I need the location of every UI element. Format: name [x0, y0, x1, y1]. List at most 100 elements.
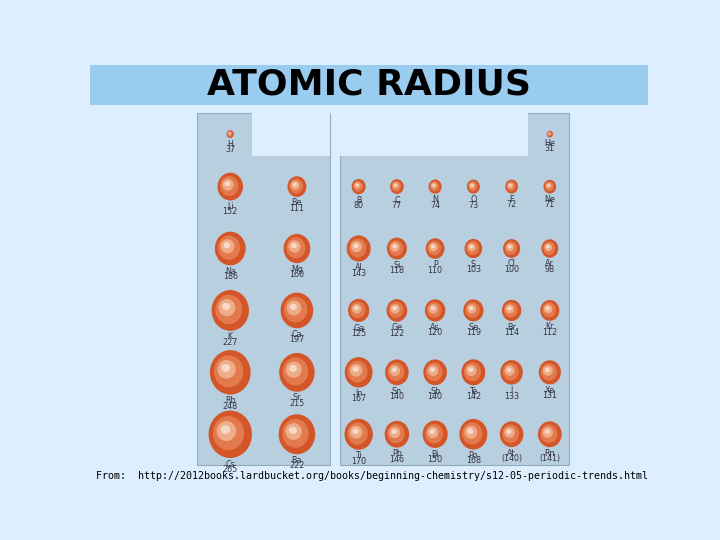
Text: 118: 118: [390, 266, 405, 275]
Ellipse shape: [469, 183, 475, 188]
Text: Ca: Ca: [292, 330, 302, 339]
Ellipse shape: [392, 367, 397, 372]
Ellipse shape: [430, 367, 435, 372]
Ellipse shape: [505, 366, 515, 376]
Ellipse shape: [389, 240, 403, 256]
Ellipse shape: [547, 184, 550, 186]
Ellipse shape: [463, 299, 483, 321]
Text: Al: Al: [355, 263, 363, 272]
Text: Sn: Sn: [392, 387, 402, 396]
Ellipse shape: [356, 184, 359, 186]
Text: 100: 100: [504, 265, 519, 274]
Ellipse shape: [351, 179, 366, 194]
Ellipse shape: [504, 427, 515, 438]
Ellipse shape: [392, 183, 399, 188]
Text: 119: 119: [466, 328, 481, 338]
Ellipse shape: [508, 183, 513, 188]
Ellipse shape: [503, 363, 519, 381]
Ellipse shape: [467, 241, 479, 255]
Ellipse shape: [544, 244, 552, 251]
Ellipse shape: [431, 183, 437, 188]
Ellipse shape: [348, 361, 368, 383]
Text: 142: 142: [466, 392, 481, 401]
Ellipse shape: [289, 179, 303, 193]
Ellipse shape: [464, 362, 481, 381]
Ellipse shape: [546, 183, 552, 188]
Text: Ar: Ar: [545, 259, 554, 268]
Text: Pb: Pb: [392, 449, 402, 458]
Text: Be: Be: [292, 199, 302, 207]
Ellipse shape: [429, 243, 438, 252]
Ellipse shape: [465, 302, 480, 318]
Ellipse shape: [432, 184, 435, 186]
Text: 140: 140: [428, 392, 443, 401]
Ellipse shape: [217, 360, 235, 379]
Ellipse shape: [428, 241, 441, 255]
Ellipse shape: [544, 429, 550, 434]
Ellipse shape: [500, 360, 523, 384]
Text: Ti: Ti: [355, 451, 362, 460]
Ellipse shape: [506, 429, 512, 434]
Ellipse shape: [281, 293, 313, 328]
Bar: [340, 112, 528, 156]
Ellipse shape: [468, 367, 473, 372]
Ellipse shape: [221, 425, 230, 434]
Ellipse shape: [427, 427, 438, 438]
Text: Ga: Ga: [353, 323, 364, 333]
Ellipse shape: [467, 428, 473, 434]
Ellipse shape: [538, 421, 562, 447]
Text: 31: 31: [545, 144, 555, 153]
Text: 215: 215: [289, 399, 305, 408]
Ellipse shape: [394, 184, 397, 186]
Ellipse shape: [504, 302, 518, 318]
Ellipse shape: [384, 421, 409, 448]
Ellipse shape: [353, 181, 363, 192]
Ellipse shape: [214, 355, 243, 387]
Ellipse shape: [541, 363, 557, 381]
Ellipse shape: [228, 131, 233, 137]
Text: C: C: [394, 195, 400, 205]
Ellipse shape: [209, 410, 252, 458]
Ellipse shape: [547, 132, 552, 137]
Ellipse shape: [540, 300, 559, 321]
Text: Rn: Rn: [544, 449, 555, 458]
Ellipse shape: [541, 239, 558, 258]
Ellipse shape: [221, 364, 230, 372]
Text: Si: Si: [393, 261, 400, 270]
Text: 143: 143: [351, 268, 366, 278]
Ellipse shape: [387, 238, 407, 259]
Ellipse shape: [500, 421, 523, 447]
Ellipse shape: [227, 130, 234, 138]
Ellipse shape: [293, 183, 297, 186]
Text: 227: 227: [222, 338, 238, 347]
Ellipse shape: [431, 245, 435, 248]
Ellipse shape: [430, 181, 439, 191]
Ellipse shape: [390, 427, 400, 438]
Text: 150: 150: [428, 455, 443, 464]
Ellipse shape: [468, 181, 477, 191]
Text: F: F: [509, 195, 514, 204]
Ellipse shape: [549, 133, 550, 134]
Text: O: O: [470, 195, 477, 204]
Ellipse shape: [392, 245, 397, 248]
Ellipse shape: [548, 132, 551, 135]
Ellipse shape: [392, 306, 397, 310]
Text: Ba: Ba: [292, 456, 302, 465]
Ellipse shape: [287, 238, 305, 258]
Text: Li: Li: [227, 202, 233, 211]
Ellipse shape: [218, 299, 235, 316]
Text: 125: 125: [351, 329, 366, 338]
Ellipse shape: [392, 181, 401, 192]
Ellipse shape: [462, 359, 485, 386]
Ellipse shape: [543, 241, 555, 255]
Text: Ge: Ge: [391, 323, 402, 332]
Text: Bi: Bi: [431, 449, 439, 458]
Ellipse shape: [215, 232, 246, 265]
Ellipse shape: [390, 242, 400, 252]
Ellipse shape: [350, 364, 362, 377]
Text: 167: 167: [351, 395, 366, 403]
Ellipse shape: [354, 244, 359, 248]
Text: Na: Na: [225, 267, 235, 276]
Ellipse shape: [229, 133, 230, 134]
Text: 103: 103: [466, 265, 481, 274]
